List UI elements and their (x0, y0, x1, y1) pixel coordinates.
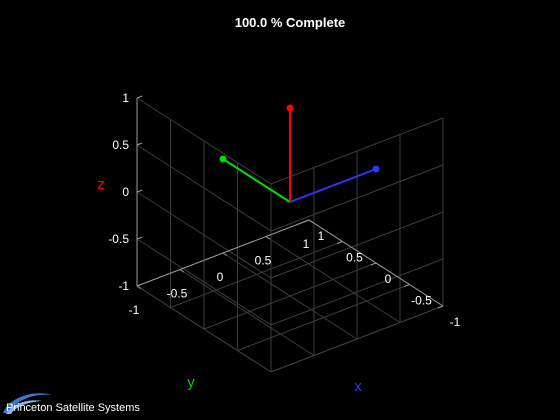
z-tick-mark (136, 189, 143, 193)
wall-x-grid-line (136, 97, 272, 185)
z-tick-label: 0.5 (112, 138, 129, 152)
x-axis-label: x (354, 378, 362, 395)
x-tick-label: 1 (303, 237, 310, 251)
wall-y-grid-line (270, 164, 444, 232)
y-tick-label: 0 (385, 272, 392, 286)
x-tick-label: -1 (129, 303, 140, 317)
y-tick-label: -0.5 (411, 294, 432, 308)
x-tick-mark (136, 285, 142, 290)
x-tick-mark (222, 252, 228, 257)
z-tick-label: -0.5 (108, 232, 129, 246)
x-tick-label: -0.5 (167, 287, 188, 301)
z-tick-mark (136, 236, 143, 240)
y-tick-mark (437, 305, 444, 309)
wall-x-grid-line (136, 144, 272, 232)
z-tick-mark (136, 95, 143, 99)
x-axis-series-line (289, 168, 377, 203)
brand-logo: Princeton Satellite Systems (3, 393, 140, 414)
grid-layer (136, 95, 444, 373)
y-tick-mark (337, 241, 343, 244)
z-tick-mark (136, 283, 143, 287)
z-tick-label: -1 (118, 279, 129, 293)
y-tick-label: -1 (450, 315, 461, 329)
floor-grid-line (203, 262, 377, 330)
wall-x-grid-line (136, 191, 272, 279)
brand-name: Princeton Satellite Systems (6, 402, 140, 414)
x-tick-mark (308, 219, 314, 224)
y-tick-mark (303, 219, 310, 223)
y-axis-endpoint-marker (219, 155, 227, 163)
floor-grid-line (170, 241, 343, 308)
z-tick-label: 1 (122, 91, 129, 105)
x-tick-label: 0.5 (255, 254, 272, 268)
x-tick-mark (265, 236, 271, 240)
y-axis-series-line (222, 158, 291, 203)
swoosh-logo-icon (3, 393, 52, 413)
y-tick-label: 1 (318, 229, 325, 243)
series-layer (219, 104, 380, 203)
x-tick-mark (179, 269, 185, 273)
z-tick-mark (136, 142, 143, 146)
x-tick-label: 0 (217, 270, 224, 284)
chart-title: 100.0 % Complete (235, 15, 346, 30)
z-tick-label: 0 (122, 185, 129, 199)
y-tick-label: 0.5 (346, 251, 363, 265)
z-axis-endpoint-marker (286, 104, 294, 112)
wall-y-grid-line (270, 211, 444, 279)
z-axis-label: z (97, 176, 105, 193)
y-tick-mark (370, 262, 377, 266)
tick-layer: -1 -0.5 0 0.5 1 -1 -0.5 0 0.5 1 -1 -0.5 0 0.5 1 (108, 91, 460, 329)
swoosh-logo-icon-inner (6, 400, 42, 414)
x-axis-endpoint-marker (372, 165, 380, 173)
y-tick-mark (404, 284, 410, 287)
floor-grid-line (265, 236, 401, 323)
wall-y-grid-line (270, 117, 444, 185)
y-axis-label: y (187, 374, 195, 391)
